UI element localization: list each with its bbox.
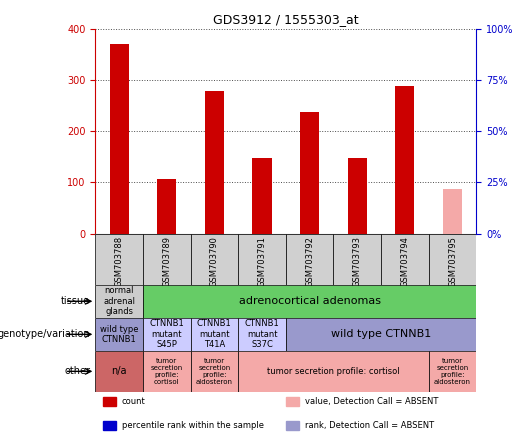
Text: n/a: n/a [111,366,127,377]
Text: GSM703790: GSM703790 [210,236,219,287]
FancyBboxPatch shape [95,285,143,318]
FancyBboxPatch shape [286,318,476,351]
Text: percentile rank within the sample: percentile rank within the sample [122,421,264,430]
Text: tumor secretion profile: cortisol: tumor secretion profile: cortisol [267,367,400,376]
Bar [157,179,176,234]
FancyBboxPatch shape [143,318,191,351]
FancyBboxPatch shape [238,318,286,351]
Title: GDS3912 / 1555303_at: GDS3912 / 1555303_at [213,13,358,26]
Text: tumor
secretion
profile:
aldosteron: tumor secretion profile: aldosteron [196,358,233,385]
FancyBboxPatch shape [191,318,238,351]
Text: rank, Detection Call = ABSENT: rank, Detection Call = ABSENT [305,421,434,430]
Bar [381,234,428,285]
Text: CTNNB1
mutant
T41A: CTNNB1 mutant T41A [197,319,232,349]
Bar [286,421,299,430]
Text: GSM703792: GSM703792 [305,236,314,287]
Text: normal
adrenal
glands: normal adrenal glands [103,286,135,316]
Text: tumor
secretion
profile:
cortisol: tumor secretion profile: cortisol [150,358,183,385]
Bar [443,189,462,234]
Bar [103,421,116,430]
Text: value, Detection Call = ABSENT: value, Detection Call = ABSENT [305,397,438,406]
FancyBboxPatch shape [238,351,429,392]
Bar [300,112,319,234]
FancyBboxPatch shape [429,351,476,392]
FancyBboxPatch shape [143,285,476,318]
Text: wild type
CTNNB1: wild type CTNNB1 [100,325,139,344]
Bar [286,234,334,285]
Text: GSM703795: GSM703795 [448,236,457,287]
Text: adrenocortical adenomas: adrenocortical adenomas [238,296,381,306]
Bar [252,158,271,234]
Text: CTNNB1
mutant
S37C: CTNNB1 mutant S37C [245,319,279,349]
Text: tissue: tissue [61,296,90,306]
FancyBboxPatch shape [143,351,191,392]
Bar [191,234,238,285]
Text: CTNNB1
mutant
S45P: CTNNB1 mutant S45P [149,319,184,349]
Text: GSM703788: GSM703788 [115,236,124,287]
FancyBboxPatch shape [95,351,143,392]
Bar [110,44,129,234]
Bar [238,234,286,285]
FancyBboxPatch shape [191,351,238,392]
Text: other: other [64,366,90,377]
Text: GSM703789: GSM703789 [162,236,171,287]
Bar [103,396,116,406]
Text: GSM703791: GSM703791 [258,236,266,287]
Text: GSM703794: GSM703794 [401,236,409,287]
Text: tumor
secretion
profile:
aldosteron: tumor secretion profile: aldosteron [434,358,471,385]
Text: count: count [122,397,146,406]
Bar [348,158,367,234]
Bar [95,234,143,285]
Text: genotype/variation: genotype/variation [0,329,90,339]
Bar [428,234,476,285]
Bar [286,396,299,406]
Bar [143,234,191,285]
Bar [396,86,415,234]
Text: wild type CTNNB1: wild type CTNNB1 [331,329,431,339]
Bar [334,234,381,285]
Text: GSM703793: GSM703793 [353,236,362,287]
Bar [205,91,224,234]
FancyBboxPatch shape [95,318,143,351]
